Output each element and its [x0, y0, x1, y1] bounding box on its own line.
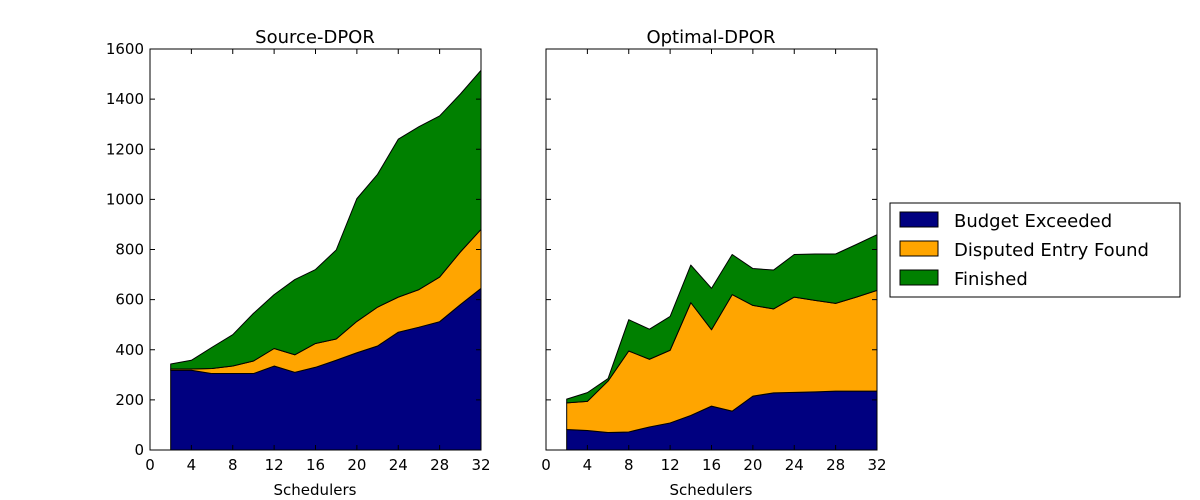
legend-swatch	[899, 240, 939, 257]
y-tick-label: 800	[115, 241, 144, 259]
x-tick-label: 12	[265, 456, 284, 474]
optimal-dpor-panel: Optimal-DPOR Schedulers 0 4 8 12 16 20 24 28 32	[541, 27, 886, 499]
x-tick-label: 8	[624, 456, 634, 474]
x-tick-label: 24	[389, 456, 408, 474]
y-tick-label: 1400	[106, 90, 144, 108]
y-tick-label: 600	[115, 291, 144, 309]
x-tick-label: 20	[347, 456, 366, 474]
chart-title: Optimal-DPOR	[646, 27, 775, 48]
source-dpor-panel: Source-DPOR Schedulers 0 4 8 12 16 20 24 28 32 0 2…	[106, 27, 491, 499]
x-tick-label: 28	[826, 456, 845, 474]
chart-title: Source-DPOR	[255, 27, 375, 48]
x-axis-label: Schedulers	[274, 481, 357, 499]
x-tick-label: 16	[306, 456, 325, 474]
legend: Budget Exceeded Disputed Entry Found Fin…	[889, 202, 1181, 298]
x-tick-label: 0	[145, 456, 155, 474]
x-tick-label: 32	[471, 456, 490, 474]
y-tick-label: 1600	[106, 40, 144, 58]
y-tick-label: 1000	[106, 190, 144, 208]
y-tick-label: 0	[134, 441, 144, 459]
x-tick-label: 12	[661, 456, 680, 474]
legend-label: Finished	[954, 269, 1028, 290]
x-tick-label: 16	[702, 456, 721, 474]
x-tick-label: 20	[743, 456, 762, 474]
legend-swatch	[899, 211, 939, 228]
x-tick-label: 24	[785, 456, 804, 474]
y-tick-label: 400	[115, 341, 144, 359]
x-tick-label: 32	[867, 456, 886, 474]
x-tick-label: 8	[228, 456, 238, 474]
legend-label: Budget Exceeded	[954, 211, 1112, 232]
stacked-areas	[566, 234, 878, 451]
legend-swatch	[899, 269, 939, 286]
x-axis-label: Schedulers	[670, 481, 753, 499]
x-tick-label: 4	[583, 456, 593, 474]
x-tick-label: 4	[187, 456, 197, 474]
legend-label: Disputed Entry Found	[954, 240, 1149, 261]
y-tick-label: 1200	[106, 140, 144, 158]
stacked-areas	[170, 69, 482, 451]
x-tick-label: 0	[541, 456, 551, 474]
x-tick-label: 28	[430, 456, 449, 474]
y-tick-label: 200	[115, 391, 144, 409]
